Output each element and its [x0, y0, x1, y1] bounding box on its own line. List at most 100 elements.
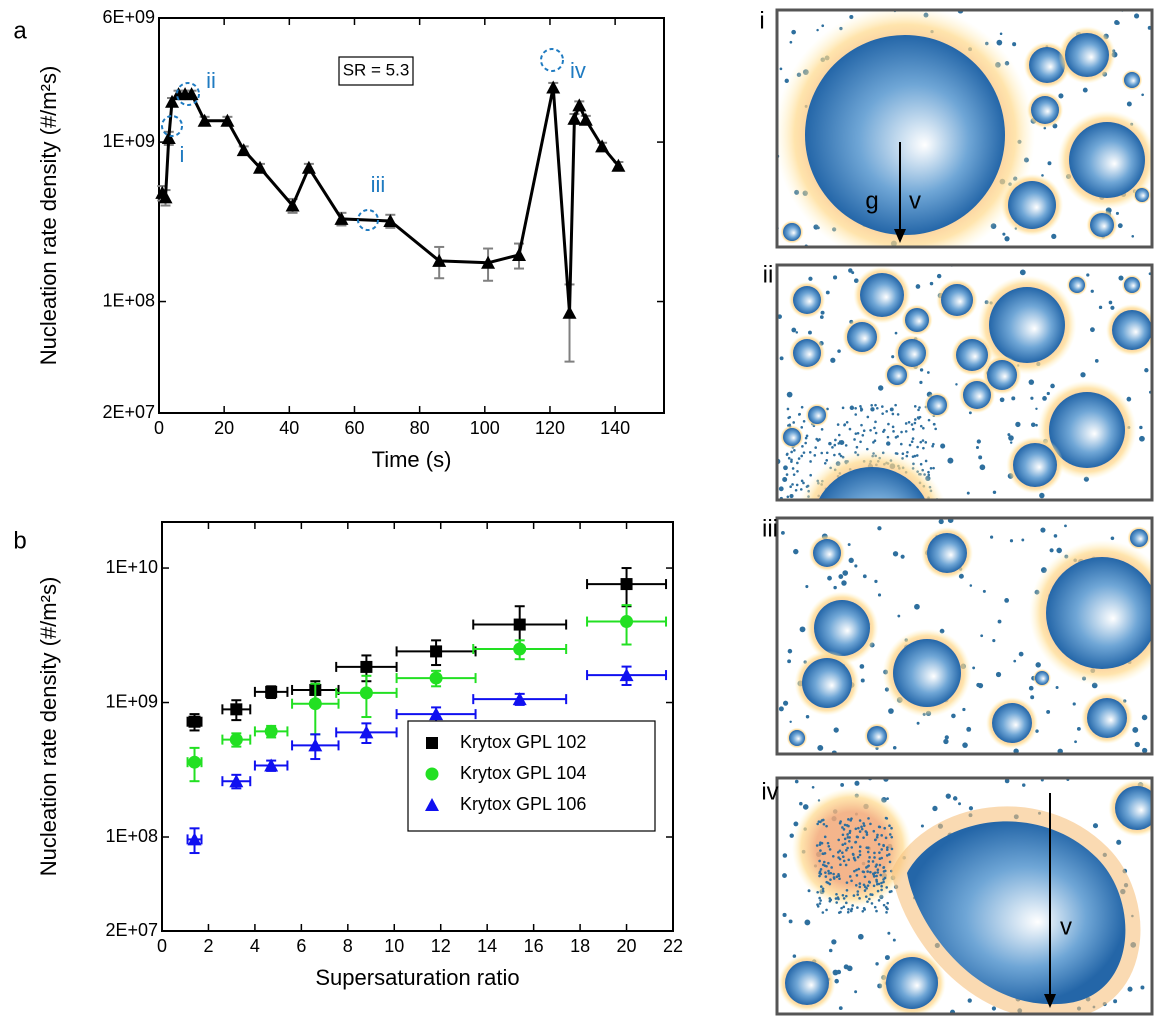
marker — [334, 211, 349, 225]
droplet — [845, 881, 849, 884]
x-tick-label: 8 — [343, 936, 353, 956]
droplet — [955, 383, 958, 386]
droplet — [843, 842, 847, 845]
droplet — [860, 409, 863, 412]
droplet — [820, 310, 825, 315]
droplet — [919, 368, 924, 372]
droplet — [865, 833, 869, 836]
droplet — [852, 894, 856, 897]
droplet — [1004, 598, 1010, 603]
bubble — [1130, 529, 1148, 547]
droplet — [838, 1006, 843, 1011]
droplet — [851, 904, 854, 907]
bubble — [941, 284, 973, 316]
droplet — [886, 848, 889, 852]
droplet — [839, 910, 842, 914]
droplet — [822, 852, 825, 856]
droplet — [856, 890, 860, 893]
droplet — [1018, 651, 1024, 657]
droplet — [834, 438, 837, 442]
droplet — [842, 897, 846, 900]
x-tick-label: 0 — [157, 936, 167, 956]
droplet — [1098, 305, 1103, 310]
bubble — [1090, 213, 1114, 237]
droplet — [877, 593, 882, 597]
droplet — [843, 964, 849, 970]
droplet — [896, 435, 899, 438]
droplet — [872, 829, 876, 833]
x-tick-label: 100 — [470, 418, 500, 438]
droplet — [858, 819, 862, 822]
droplet — [782, 477, 788, 482]
bubble — [1008, 181, 1056, 229]
droplet — [842, 905, 846, 909]
marker — [432, 253, 447, 267]
droplet — [836, 423, 840, 426]
droplet — [878, 851, 881, 854]
droplet — [870, 404, 873, 407]
droplet — [796, 461, 799, 465]
droplet — [889, 407, 894, 412]
bubble — [783, 428, 801, 446]
droplet — [787, 456, 791, 460]
marker — [265, 685, 278, 698]
droplet — [857, 867, 861, 871]
droplet — [792, 473, 796, 476]
droplet — [1042, 396, 1047, 401]
droplet — [791, 327, 797, 333]
droplet — [882, 880, 885, 884]
marker — [611, 158, 626, 172]
x-tick-label: 6 — [296, 936, 306, 956]
droplet — [834, 897, 838, 900]
droplet — [824, 871, 827, 874]
droplet — [851, 271, 855, 275]
droplet — [886, 441, 891, 446]
droplet — [848, 875, 852, 878]
droplet — [841, 851, 844, 854]
droplet — [787, 416, 790, 420]
droplet — [1015, 421, 1021, 428]
y-axis-label: Nucleation rate density (#/m²s) — [36, 577, 61, 877]
droplet — [1115, 211, 1119, 215]
droplet — [856, 855, 860, 859]
droplet — [862, 883, 866, 887]
droplet — [858, 850, 862, 853]
x-tick-label: 22 — [663, 936, 683, 956]
droplet — [1009, 539, 1014, 543]
droplet — [969, 584, 973, 587]
droplet — [1126, 101, 1132, 107]
droplet — [856, 893, 860, 896]
droplet — [862, 870, 866, 874]
droplet — [915, 454, 919, 457]
droplet — [853, 857, 856, 860]
droplet — [1139, 435, 1145, 442]
droplet — [924, 441, 928, 444]
marker — [161, 131, 176, 145]
droplet — [844, 444, 848, 447]
marker — [430, 645, 443, 658]
droplet — [940, 443, 946, 449]
droplet — [1021, 538, 1025, 542]
droplet — [936, 273, 942, 279]
droplet — [818, 902, 822, 905]
droplet — [857, 933, 864, 940]
droplet — [795, 331, 799, 334]
droplet — [845, 420, 849, 424]
droplet — [854, 406, 857, 410]
droplet — [856, 906, 859, 909]
droplet — [880, 881, 883, 885]
droplet — [850, 817, 853, 820]
droplet — [874, 420, 877, 424]
droplet — [840, 906, 843, 910]
droplet — [919, 440, 923, 444]
droplet — [943, 738, 949, 745]
droplet — [833, 585, 837, 590]
droplet — [858, 853, 862, 857]
bubble — [860, 273, 904, 317]
droplet — [843, 837, 847, 841]
marker — [253, 160, 267, 174]
droplet — [824, 875, 828, 878]
droplet — [982, 589, 986, 593]
panel-frame — [775, 516, 1154, 756]
